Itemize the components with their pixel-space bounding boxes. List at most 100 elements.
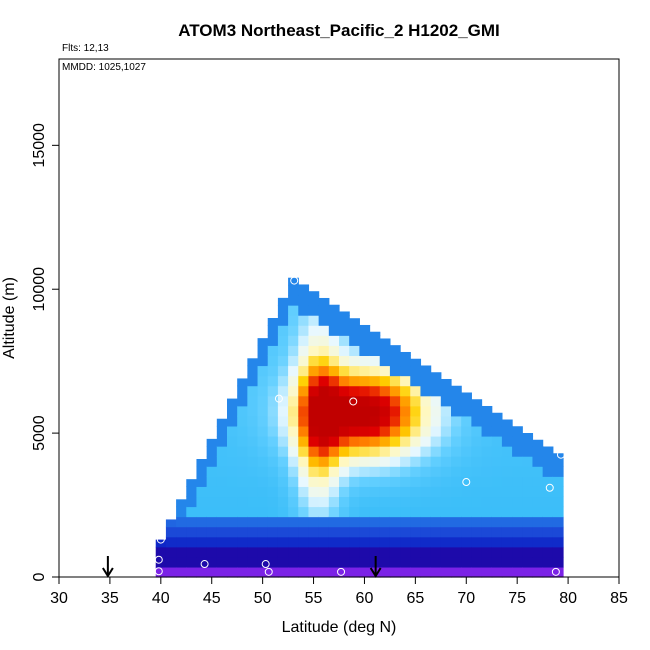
heatmap-cell bbox=[237, 546, 248, 558]
heatmap-cell bbox=[410, 375, 422, 387]
heatmap-cell bbox=[349, 365, 360, 377]
heatmap-cell bbox=[461, 506, 472, 518]
heatmap-cell bbox=[237, 566, 248, 578]
heatmap-cell bbox=[267, 425, 279, 437]
heatmap-cell bbox=[461, 556, 472, 568]
heatmap-cell bbox=[308, 294, 320, 306]
heatmap-cell bbox=[461, 476, 472, 487]
heatmap-cell bbox=[389, 506, 401, 518]
heatmap-cell bbox=[288, 294, 299, 306]
heatmap-cell bbox=[481, 456, 493, 467]
heatmap-cell bbox=[461, 486, 472, 498]
heatmap-cell bbox=[359, 566, 371, 578]
heatmap-cell bbox=[471, 516, 483, 528]
heatmap-cell bbox=[267, 476, 279, 487]
heatmap-cell bbox=[389, 365, 401, 377]
heatmap-cell bbox=[216, 425, 228, 437]
heatmap-cell bbox=[512, 556, 523, 568]
heatmap-cell bbox=[400, 395, 411, 407]
heatmap-cell bbox=[440, 496, 452, 508]
heatmap-cell bbox=[471, 486, 483, 498]
heatmap-cell bbox=[552, 496, 564, 508]
heatmap-cell bbox=[379, 486, 391, 498]
heatmap-cell bbox=[349, 556, 360, 568]
heatmap-cell bbox=[206, 486, 218, 498]
heatmap-cell bbox=[206, 456, 218, 467]
heatmap-cell bbox=[318, 556, 330, 568]
heatmap-cell bbox=[308, 496, 320, 508]
heatmap-cell bbox=[471, 566, 483, 578]
heatmap-cell bbox=[308, 466, 320, 477]
heatmap-cell bbox=[339, 335, 350, 346]
heatmap-cell bbox=[512, 426, 523, 437]
heatmap-cell bbox=[410, 395, 422, 407]
heatmap-cell bbox=[440, 456, 452, 467]
heatmap-cell bbox=[369, 415, 381, 427]
x-tick-label: 60 bbox=[356, 590, 374, 607]
heatmap-cell bbox=[318, 297, 330, 306]
heatmap-cell bbox=[267, 456, 279, 467]
heatmap-cell bbox=[288, 496, 299, 508]
heatmap-cell bbox=[308, 566, 320, 578]
heatmap-cell bbox=[339, 476, 350, 487]
heatmap-cell bbox=[542, 496, 554, 508]
heatmap-cell bbox=[420, 526, 432, 538]
sample-point bbox=[274, 394, 283, 403]
heatmap-cell bbox=[339, 435, 350, 447]
heatmap-cell bbox=[491, 435, 503, 447]
heatmap-cell bbox=[430, 556, 442, 568]
heatmap-cell bbox=[339, 496, 350, 508]
heatmap-cell bbox=[552, 456, 564, 467]
heatmap-cell bbox=[257, 435, 269, 447]
heatmap-cell bbox=[277, 566, 289, 578]
heatmap-cell bbox=[257, 526, 269, 538]
heatmap-cell bbox=[247, 496, 259, 508]
heatmap-cell bbox=[430, 466, 442, 477]
heatmap-cell bbox=[389, 345, 401, 357]
heatmap-cell bbox=[512, 496, 523, 508]
sample-point bbox=[264, 567, 273, 576]
heatmap-cell bbox=[227, 556, 238, 568]
heatmap-cell bbox=[379, 536, 391, 548]
heatmap-cell bbox=[267, 566, 279, 578]
heatmap-cell bbox=[379, 395, 391, 407]
heatmap-cell bbox=[451, 546, 462, 558]
heatmap-cell bbox=[522, 486, 534, 498]
heatmap-cell bbox=[308, 446, 320, 457]
heatmap-cell bbox=[379, 456, 391, 467]
heatmap-cell bbox=[298, 345, 310, 357]
heatmap-cell bbox=[277, 516, 289, 528]
heatmap-cell bbox=[298, 526, 310, 538]
heatmap-cell bbox=[298, 446, 310, 457]
heatmap-cell bbox=[461, 496, 472, 508]
heatmap-cell bbox=[501, 419, 513, 427]
heatmap-cell bbox=[359, 355, 371, 367]
heatmap-cell bbox=[349, 536, 360, 548]
heatmap-cell bbox=[328, 566, 340, 578]
heatmap-cell bbox=[369, 395, 381, 407]
heatmap-cell bbox=[247, 425, 259, 437]
heatmap-cell bbox=[227, 526, 238, 538]
heatmap-cell bbox=[196, 486, 208, 498]
heatmap-cell bbox=[369, 526, 381, 538]
heatmap-cell bbox=[440, 536, 452, 548]
heatmap-cell bbox=[298, 284, 310, 286]
heatmap-cell bbox=[389, 476, 401, 487]
heatmap-cell bbox=[288, 526, 299, 538]
heatmap-cell bbox=[328, 365, 340, 377]
heatmap-cell bbox=[237, 378, 248, 387]
heatmap-cell bbox=[267, 395, 279, 407]
x-axis: 30 35 40 45 50 55 60 65 70 75 80 85 bbox=[50, 577, 628, 607]
heatmap-cell bbox=[400, 486, 411, 498]
heatmap-cell bbox=[328, 355, 340, 367]
heatmap-cell bbox=[227, 496, 238, 508]
heatmap-cell bbox=[328, 536, 340, 548]
heatmap-cell bbox=[389, 566, 401, 578]
heatmap-cell bbox=[359, 506, 371, 518]
heatmap-cell bbox=[308, 526, 320, 538]
heatmap-cell bbox=[471, 476, 483, 487]
heatmap-cell bbox=[542, 556, 554, 568]
heatmap-cell bbox=[481, 476, 493, 487]
heatmap-cell bbox=[471, 496, 483, 508]
heatmap-cell bbox=[308, 365, 320, 377]
